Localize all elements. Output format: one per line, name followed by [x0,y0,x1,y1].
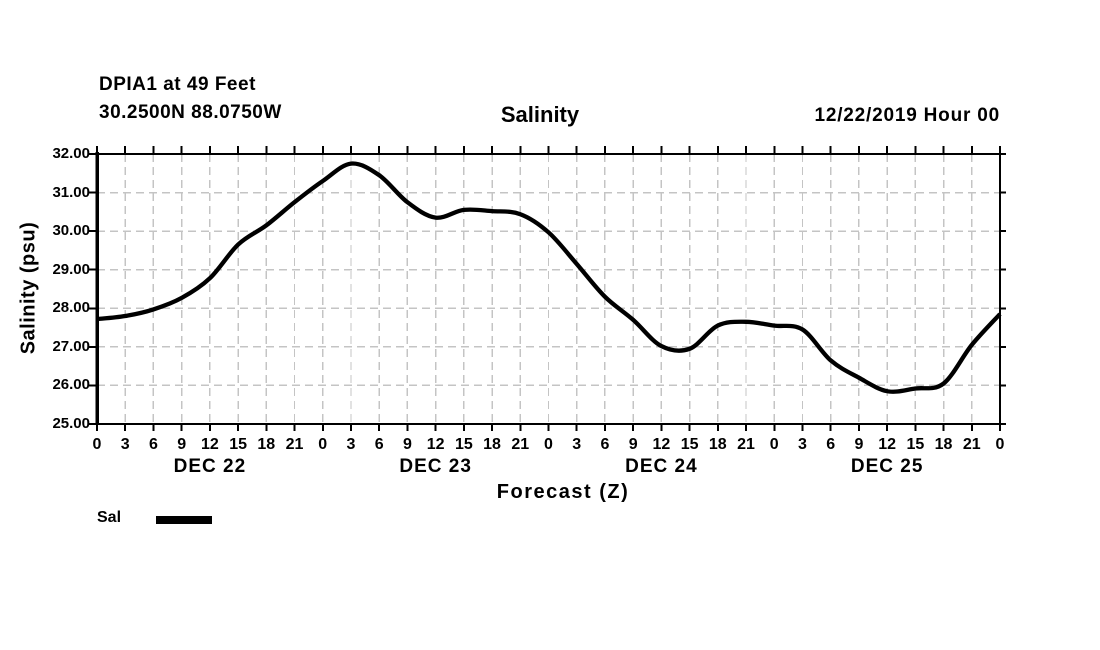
x-tick-label: 12 [200,436,219,453]
y-tick-label: 26.00 [52,376,90,394]
station-coordinates: 30.2500N 88.0750W [99,102,282,123]
x-tick-label: 12 [426,436,445,453]
x-tick-label: 15 [906,436,925,453]
x-tick-label: 15 [229,436,247,453]
x-tick-label: 18 [708,436,727,453]
x-tick-label: 3 [346,436,356,453]
y-tick-label: 27.00 [52,337,90,355]
y-tick-label: 31.00 [52,183,90,201]
day-label: DEC 22 [173,456,247,477]
x-tick-label: 12 [878,436,897,453]
legend-series-label: Sal [97,509,122,526]
x-tick-label: 0 [769,436,779,453]
forecast-run-datetime: 12/22/2019 Hour 00 [814,105,1000,126]
x-tick-label: 21 [511,436,530,453]
x-tick-label: 6 [600,436,610,453]
station-id-label: DPIA1 at 49 Feet [99,74,256,95]
x-tick-label: 12 [652,436,671,453]
y-tick-label: 29.00 [52,260,90,278]
x-tick-label: 21 [285,436,304,453]
x-tick-label: 9 [402,436,412,453]
x-tick-label: 18 [934,436,953,453]
x-tick-label: 9 [854,436,864,453]
x-tick-label: 6 [826,436,836,453]
x-tick-label: 0 [544,436,553,453]
y-tick-label: 30.00 [52,222,90,240]
x-tick-label: 21 [962,436,981,453]
x-tick-label: 9 [628,436,638,453]
day-label: DEC 25 [850,456,924,477]
x-tick-label: 6 [374,436,384,453]
y-tick-label: 32.00 [52,145,90,162]
x-tick-label: 0 [318,436,328,453]
x-tick-label: 3 [572,436,582,453]
x-tick-label: 15 [680,436,699,453]
x-tick-label: 18 [483,436,501,453]
y-tick-label: 28.00 [52,299,90,317]
x-tick-label: 3 [120,436,130,453]
x-tick-label: 9 [177,436,187,453]
x-tick-label: 6 [148,436,158,453]
salinity-line [96,161,1002,394]
x-tick-label: 18 [257,436,276,453]
y-tick-label: 25.00 [52,415,90,432]
chart-title: Salinity [500,102,580,127]
x-axis-title: Forecast (Z) [496,481,630,503]
legend-line-swatch [156,516,212,524]
day-label: DEC 24 [625,456,698,477]
x-tick-label: 0 [995,436,1005,453]
x-tick-label: 15 [454,436,473,453]
day-label: DEC 23 [399,456,472,477]
x-tick-label: 21 [737,436,755,453]
x-tick-label: 0 [92,436,102,453]
x-tick-label: 3 [798,436,807,453]
